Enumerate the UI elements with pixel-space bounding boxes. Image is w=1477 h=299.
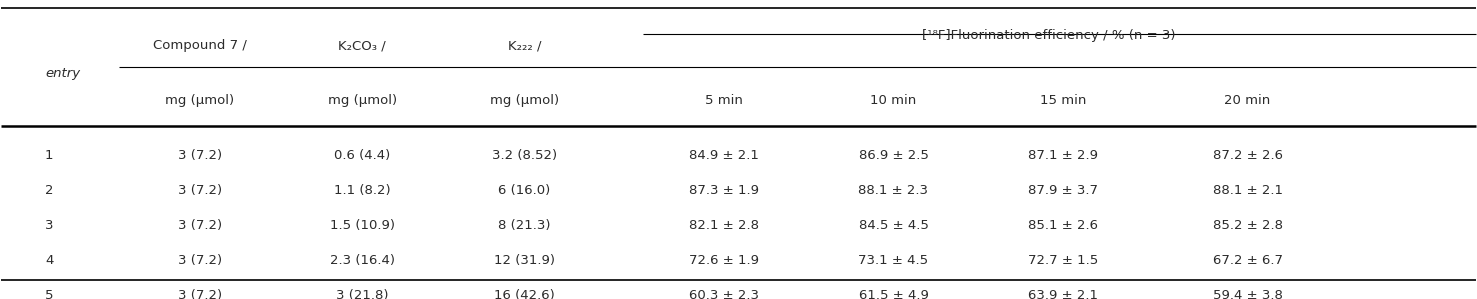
Text: 88.1 ± 2.3: 88.1 ± 2.3 [858, 184, 929, 197]
Text: 85.2 ± 2.8: 85.2 ± 2.8 [1213, 219, 1282, 232]
Text: 87.1 ± 2.9: 87.1 ± 2.9 [1028, 149, 1097, 162]
Text: 73.1 ± 4.5: 73.1 ± 4.5 [858, 254, 929, 267]
Text: 85.1 ± 2.6: 85.1 ± 2.6 [1028, 219, 1097, 232]
Text: 1.1 (8.2): 1.1 (8.2) [334, 184, 390, 197]
Text: 3 (7.2): 3 (7.2) [177, 219, 222, 232]
Text: 6 (16.0): 6 (16.0) [498, 184, 551, 197]
Text: 84.9 ± 2.1: 84.9 ± 2.1 [688, 149, 759, 162]
Text: 72.7 ± 1.5: 72.7 ± 1.5 [1028, 254, 1099, 267]
Text: 2: 2 [44, 184, 53, 197]
Text: 3 (7.2): 3 (7.2) [177, 184, 222, 197]
Text: 0.6 (4.4): 0.6 (4.4) [334, 149, 390, 162]
Text: 88.1 ± 2.1: 88.1 ± 2.1 [1213, 184, 1282, 197]
Text: 3: 3 [44, 219, 53, 232]
Text: 72.6 ± 1.9: 72.6 ± 1.9 [688, 254, 759, 267]
Text: 5: 5 [44, 289, 53, 299]
Text: 87.2 ± 2.6: 87.2 ± 2.6 [1213, 149, 1282, 162]
Text: 8 (21.3): 8 (21.3) [498, 219, 551, 232]
Text: 5 min: 5 min [705, 94, 743, 107]
Text: 2.3 (16.4): 2.3 (16.4) [329, 254, 394, 267]
Text: 10 min: 10 min [870, 94, 917, 107]
Text: 20 min: 20 min [1224, 94, 1270, 107]
Text: 12 (31.9): 12 (31.9) [493, 254, 555, 267]
Text: 84.5 ± 4.5: 84.5 ± 4.5 [858, 219, 929, 232]
Text: entry: entry [44, 67, 80, 80]
Text: 3.2 (8.52): 3.2 (8.52) [492, 149, 557, 162]
Text: 3 (21.8): 3 (21.8) [335, 289, 388, 299]
Text: 4: 4 [44, 254, 53, 267]
Text: Compound 7 /: Compound 7 / [154, 39, 247, 52]
Text: K₂CO₃ /: K₂CO₃ / [338, 39, 385, 52]
Text: 1: 1 [44, 149, 53, 162]
Text: 63.9 ± 2.1: 63.9 ± 2.1 [1028, 289, 1097, 299]
Text: 67.2 ± 6.7: 67.2 ± 6.7 [1213, 254, 1282, 267]
Text: 3 (7.2): 3 (7.2) [177, 289, 222, 299]
Text: 1.5 (10.9): 1.5 (10.9) [329, 219, 394, 232]
Text: 15 min: 15 min [1040, 94, 1086, 107]
Text: mg (μmol): mg (μmol) [165, 94, 235, 107]
Text: 59.4 ± 3.8: 59.4 ± 3.8 [1213, 289, 1282, 299]
Text: mg (μmol): mg (μmol) [490, 94, 560, 107]
Text: K₂₂₂ /: K₂₂₂ / [508, 39, 541, 52]
Text: mg (μmol): mg (μmol) [328, 94, 397, 107]
Text: 87.9 ± 3.7: 87.9 ± 3.7 [1028, 184, 1097, 197]
Text: [¹⁸F]Fluorination efficiency / % (n = 3): [¹⁸F]Fluorination efficiency / % (n = 3) [922, 29, 1176, 42]
Text: 16 (42.6): 16 (42.6) [495, 289, 555, 299]
Text: 82.1 ± 2.8: 82.1 ± 2.8 [688, 219, 759, 232]
Text: 61.5 ± 4.9: 61.5 ± 4.9 [858, 289, 929, 299]
Text: 3 (7.2): 3 (7.2) [177, 254, 222, 267]
Text: 86.9 ± 2.5: 86.9 ± 2.5 [858, 149, 929, 162]
Text: 87.3 ± 1.9: 87.3 ± 1.9 [688, 184, 759, 197]
Text: 60.3 ± 2.3: 60.3 ± 2.3 [688, 289, 759, 299]
Text: 3 (7.2): 3 (7.2) [177, 149, 222, 162]
